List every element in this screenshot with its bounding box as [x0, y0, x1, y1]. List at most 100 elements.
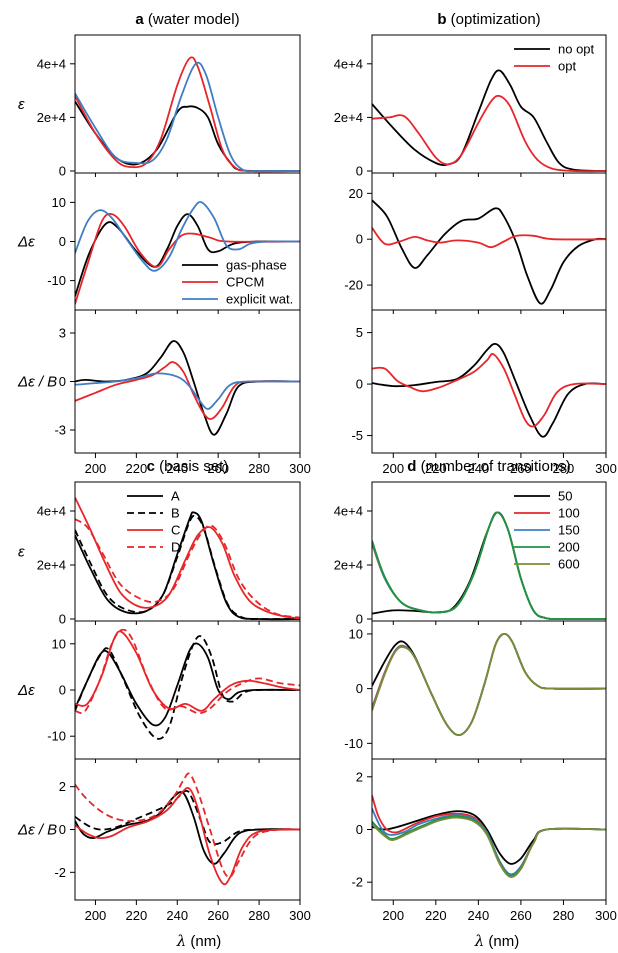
series-line-a-3-2: [75, 361, 300, 420]
x-tick-label: 280: [553, 908, 575, 923]
x-tick-label: 280: [553, 461, 575, 476]
y-tick-label: 2e+4: [334, 558, 363, 573]
legend-label: D: [171, 540, 180, 555]
x-tick-label: 200: [382, 461, 404, 476]
unit-text: (nm): [186, 933, 221, 950]
y-tick-label: 0: [59, 234, 66, 249]
x-tick-label: 220: [425, 908, 447, 923]
x-tick-label: 240: [166, 461, 188, 476]
y-tick-label: 10: [52, 636, 66, 651]
x-tick-label: 220: [126, 908, 148, 923]
legend-label: gas-phase: [226, 258, 287, 273]
series-line-c-3-3: [75, 787, 300, 886]
legend-a: gas-phase CPCM explicit wat.: [182, 258, 293, 307]
y-axis-label: Δε: [17, 682, 35, 699]
x-tick-label: 300: [289, 461, 311, 476]
series-group: [372, 199, 606, 305]
x-tick-label: 260: [510, 908, 532, 923]
series-line-d-2-5: [372, 632, 606, 737]
y-tick-label: 2: [356, 769, 363, 784]
series-group: [372, 342, 606, 438]
y-tick-label: 0: [59, 683, 66, 698]
y-tick-label: 2e+4: [37, 110, 66, 125]
chart-title-c: c (basis set): [147, 458, 229, 475]
series-line-b-2-1: [372, 199, 606, 305]
series-line-a-1-2: [75, 56, 300, 173]
unit-text: (nm): [484, 933, 519, 950]
y-tick-label: 2e+4: [334, 110, 363, 125]
title-text: (optimization): [446, 11, 540, 28]
title-letter: c: [147, 458, 155, 475]
series-line-b-1-1: [372, 69, 606, 172]
series-group: [372, 69, 606, 173]
series-line-c-1-4: [75, 518, 300, 619]
title-text: (water model): [144, 11, 240, 28]
series-line-d-3-4: [372, 815, 606, 877]
series-line-b-3-1: [372, 342, 606, 438]
panel-d-1: 0 2e+4 4e+4 50 100 150 200 600: [334, 481, 607, 627]
y-tick-label: 0: [59, 822, 66, 837]
x-tick-label: 280: [248, 461, 270, 476]
y-tick-label: 0: [59, 374, 66, 389]
legend-label: no opt: [558, 42, 595, 57]
y-tick-label: 4e+4: [334, 504, 363, 519]
series-line-d-3-5: [372, 816, 606, 878]
series-line-b-3-2: [372, 353, 606, 428]
figure-panels: a (water model)02e+44e+4ε-10010Δεgas-pha…: [17, 11, 617, 923]
title-letter: b: [437, 11, 446, 28]
legend-label: CPCM: [226, 275, 264, 290]
title-letter: d: [407, 458, 416, 475]
panel-frame: [371, 309, 607, 454]
x-tick-label: 260: [510, 461, 532, 476]
x-tick-label: 240: [468, 908, 490, 923]
panel-d-2: -10 0 10: [344, 620, 607, 763]
y-tick-label: -2: [54, 865, 66, 880]
y-axis-label: ε: [18, 544, 25, 561]
y-tick-label: 20: [349, 186, 363, 201]
series-group: [75, 628, 300, 740]
x-axis-label-left: λ (nm): [176, 932, 222, 950]
chart-b: b (optimization) 0 2e+4 4e+4 no opt opt -20 0 20…: [334, 11, 617, 476]
series-line-b-1-2: [372, 94, 606, 173]
x-tick-label: 220: [425, 461, 447, 476]
series-line-c-1-1: [75, 511, 300, 621]
y-tick-label: 0: [356, 164, 363, 179]
x-tick-label: 300: [289, 908, 311, 923]
y-tick-label: 0: [356, 377, 363, 392]
series-line-a-2-3: [75, 201, 300, 272]
chart-title-d: d (number of transitions): [407, 458, 570, 475]
series-line-a-2-1: [75, 213, 300, 297]
x-tick-label: 280: [248, 908, 270, 923]
panel-frame: [371, 620, 607, 760]
y-tick-label: 3: [59, 326, 66, 341]
legend-label: opt: [558, 59, 576, 74]
chart-d: d (number of transitions) 0 2e+4 4e+4 501001…: [334, 458, 617, 923]
svg-text:λ (nm): λ (nm): [176, 932, 222, 950]
panel-frame: [371, 172, 607, 311]
panel-a-1: 0 2e+4 4e+4 ε: [18, 34, 301, 179]
series-line-d-3-1: [372, 810, 606, 865]
x-tick-label: 200: [85, 908, 107, 923]
series-line-d-3-3: [372, 808, 606, 876]
series-line-c-1-3: [75, 497, 300, 620]
y-tick-label: 4e+4: [37, 56, 66, 71]
series-line-c-3-2: [75, 789, 300, 846]
y-tick-label: 0: [356, 612, 363, 627]
y-tick-label: 0: [356, 822, 363, 837]
y-tick-label: 10: [52, 195, 66, 210]
series-group: [75, 340, 300, 436]
x-tick-label: 260: [207, 461, 229, 476]
x-tick-label: 300: [595, 461, 617, 476]
chart-a: a (water model) 0 2e+4 4e+4 ε -10 0 10 Δε gas-pha…: [17, 11, 311, 476]
svg-text:λ (nm): λ (nm): [474, 932, 520, 950]
series-group: [372, 795, 606, 878]
y-tick-label: -5: [351, 428, 363, 443]
y-tick-label: 0: [356, 232, 363, 247]
y-axis-label: Δε: [17, 234, 35, 251]
lambda-symbol: λ: [474, 932, 485, 950]
series-group: [75, 497, 300, 621]
legend-d: 50 100 150 200 600: [514, 489, 580, 572]
y-tick-label: 0: [59, 164, 66, 179]
legend-label: A: [171, 489, 180, 504]
